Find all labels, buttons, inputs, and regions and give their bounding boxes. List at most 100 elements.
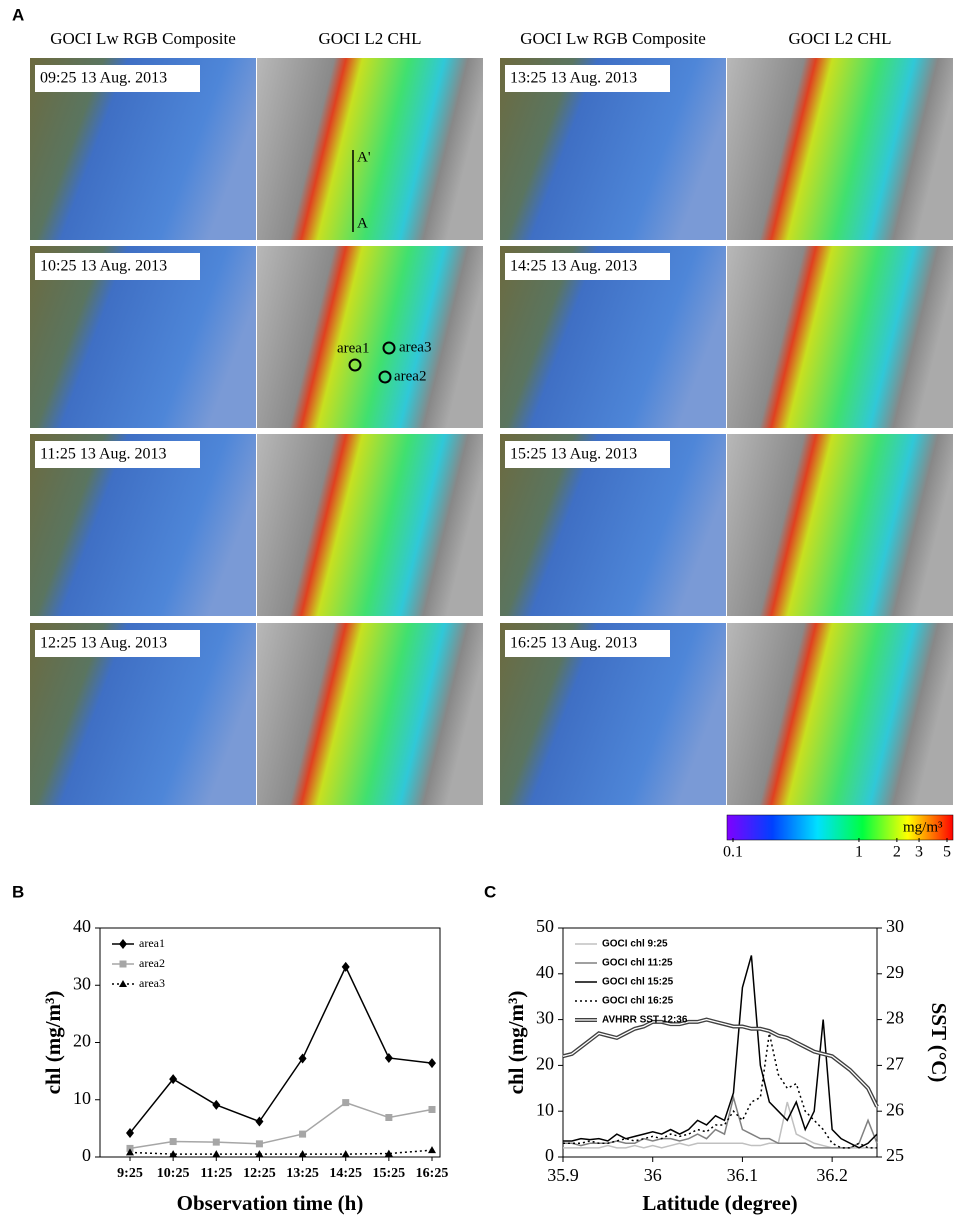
colorbar-tick-label: 3 bbox=[915, 844, 923, 861]
chl-image bbox=[727, 58, 953, 240]
legend-label: area2 bbox=[139, 956, 165, 970]
colorbar-unit: mg/m³ bbox=[903, 819, 943, 835]
marker bbox=[212, 1099, 221, 1110]
y2-tick-label: 30 bbox=[886, 916, 904, 936]
x-tick-label: 15:25 bbox=[373, 1166, 406, 1181]
x-tick-label: 13:25 bbox=[286, 1166, 319, 1181]
marker bbox=[119, 980, 127, 987]
series-line bbox=[129, 965, 433, 1134]
timestamp-box bbox=[505, 630, 670, 657]
chl-image bbox=[727, 246, 953, 428]
marker bbox=[428, 1146, 436, 1154]
chl-image bbox=[727, 434, 953, 616]
colorbar bbox=[726, 814, 954, 841]
marker bbox=[298, 1053, 307, 1064]
y2-tick-label: 28 bbox=[886, 1008, 904, 1028]
timestamp: 11:25 13 Aug. 2013 bbox=[40, 446, 167, 463]
annotation: area2 bbox=[394, 368, 426, 384]
marker bbox=[126, 1127, 134, 1138]
chl-image bbox=[257, 434, 483, 616]
legend-label: area3 bbox=[139, 976, 165, 990]
x-tick-label: 12:25 bbox=[243, 1166, 276, 1181]
y2-tick-label: 27 bbox=[886, 1054, 904, 1074]
x-tick-label: 16:25 bbox=[416, 1166, 449, 1181]
series-line bbox=[563, 955, 878, 1149]
area-circle bbox=[382, 341, 396, 355]
legend-label: GOCI chl 9:25 bbox=[602, 939, 668, 950]
marker bbox=[341, 961, 350, 972]
marker bbox=[255, 1150, 264, 1158]
y-tick-label: 0 bbox=[545, 1145, 554, 1165]
legend-label: GOCI chl 15:25 bbox=[602, 977, 674, 988]
legend-label: area1 bbox=[139, 936, 165, 950]
legend-label: GOCI chl 16:25 bbox=[602, 996, 674, 1007]
column-header: GOCI L2 CHL bbox=[789, 29, 892, 48]
y2-tick-label: 26 bbox=[886, 1099, 904, 1119]
marker bbox=[119, 960, 127, 968]
series-line-inner bbox=[562, 1018, 878, 1107]
y-tick-label: 30 bbox=[536, 1008, 554, 1028]
marker bbox=[255, 1116, 264, 1127]
x-tick-label: 9:25 bbox=[117, 1166, 143, 1181]
y2-axis-title: SST (°C) bbox=[927, 1003, 951, 1083]
marker bbox=[341, 1150, 350, 1158]
timestamp: 13:25 13 Aug. 2013 bbox=[510, 70, 637, 87]
timestamp-box bbox=[35, 441, 200, 468]
timestamp-box bbox=[35, 630, 200, 657]
marker bbox=[299, 1130, 307, 1138]
timestamp-box bbox=[505, 441, 670, 468]
area-circle bbox=[348, 358, 362, 372]
marker bbox=[385, 1113, 393, 1121]
x-tick-label: 36.2 bbox=[816, 1165, 848, 1185]
marker bbox=[428, 1105, 436, 1113]
x-axis-title: Observation time (h) bbox=[177, 1191, 364, 1215]
marker bbox=[428, 1058, 436, 1069]
chl-image bbox=[257, 623, 483, 805]
timestamp: 12:25 13 Aug. 2013 bbox=[40, 635, 167, 652]
chl-image bbox=[257, 58, 483, 240]
timestamp-box bbox=[505, 65, 670, 92]
y-tick-label: 10 bbox=[73, 1088, 91, 1108]
series-line bbox=[129, 1101, 433, 1150]
y-tick-label: 30 bbox=[73, 973, 91, 993]
colorbar-tick-label: 1 bbox=[855, 844, 863, 861]
marker bbox=[212, 1150, 221, 1158]
annotation: area1 bbox=[337, 340, 369, 356]
x-tick-label: 10:25 bbox=[157, 1166, 190, 1181]
timestamp: 16:25 13 Aug. 2013 bbox=[510, 635, 637, 652]
panel-label: C bbox=[484, 882, 496, 901]
series-line bbox=[563, 1101, 877, 1149]
timestamp-box bbox=[35, 253, 200, 280]
annotation: area3 bbox=[399, 339, 431, 355]
y-tick-label: 10 bbox=[536, 1099, 554, 1119]
y-tick-label: 0 bbox=[82, 1145, 91, 1165]
y-axis-title: chl (mg/m³) bbox=[504, 991, 528, 1095]
chl-image bbox=[257, 246, 483, 428]
x-tick-label: 36 bbox=[644, 1165, 662, 1185]
area-circle bbox=[378, 370, 392, 384]
marker bbox=[126, 1148, 134, 1156]
marker bbox=[169, 1150, 178, 1158]
marker bbox=[384, 1052, 393, 1063]
column-header: GOCI L2 CHL bbox=[319, 29, 422, 48]
legend-label: AVHRR SST 12:36 bbox=[602, 1015, 688, 1026]
chl-image bbox=[727, 623, 953, 805]
y-tick-label: 20 bbox=[73, 1031, 91, 1051]
marker bbox=[298, 1150, 307, 1158]
marker bbox=[342, 1099, 350, 1107]
marker bbox=[169, 1074, 178, 1085]
legend-label: GOCI chl 11:25 bbox=[602, 958, 673, 969]
series-line bbox=[563, 1033, 877, 1149]
plot-frame bbox=[562, 927, 878, 1158]
series-line bbox=[563, 1094, 878, 1149]
marker bbox=[255, 1140, 263, 1148]
marker bbox=[169, 1138, 177, 1146]
colorbar-tick-label: 0.1 bbox=[723, 844, 743, 861]
marker bbox=[126, 1144, 134, 1152]
marker bbox=[384, 1149, 393, 1157]
x-tick-label: 36.1 bbox=[727, 1165, 759, 1185]
timestamp: 15:25 13 Aug. 2013 bbox=[510, 446, 637, 463]
panel-label: A bbox=[12, 5, 24, 24]
annotation: A' bbox=[357, 149, 371, 165]
